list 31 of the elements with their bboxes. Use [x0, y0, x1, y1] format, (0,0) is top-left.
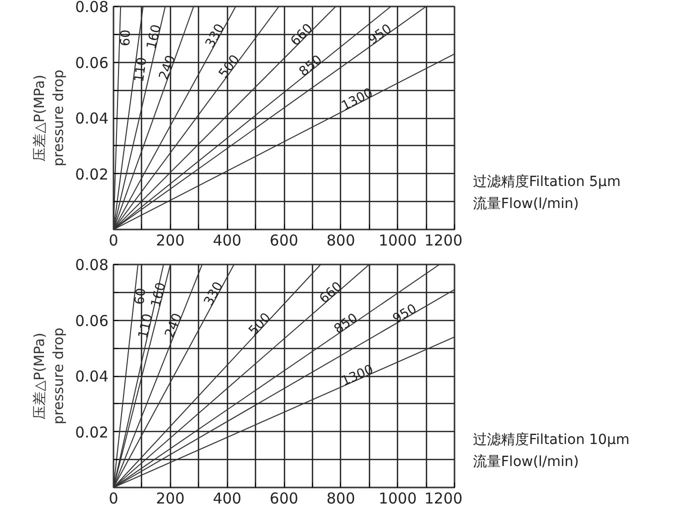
y-tick-label: 0.08 — [75, 0, 109, 16]
x-tick-label: 1200 — [424, 490, 463, 507]
y-axis-title: 压差△P(MPa) pressure drop — [32, 328, 68, 424]
x-axis-title: 流量Flow(l/min) — [473, 196, 579, 212]
text: 过滤精度Filtation 10μm — [473, 432, 630, 448]
y-tick-label: 0.06 — [75, 54, 109, 72]
x-tick-label: 800 — [326, 490, 356, 507]
y-tick-label: 0.06 — [75, 312, 109, 330]
x-axis-title: 流量Flow(l/min) — [473, 454, 579, 470]
x-tick-label: 1000 — [378, 232, 417, 250]
x-tick-label: 200 — [156, 232, 185, 250]
x-tick-label: 0 — [108, 490, 118, 507]
x-tick-label: 800 — [326, 232, 356, 250]
x-tick-label: 200 — [156, 490, 185, 507]
x-tick-label: 600 — [270, 232, 298, 250]
y-tick-label: 0.02 — [75, 165, 109, 184]
x-tick-label: 400 — [212, 232, 242, 250]
y-tick-label: 0.04 — [75, 110, 109, 128]
text: 过滤精度Filtation 5μm — [473, 174, 621, 190]
y-tick-label: 0.02 — [75, 423, 109, 442]
text: 950 — [390, 302, 420, 327]
y-tick-label: 0.04 — [75, 368, 109, 386]
x-tick-label: 600 — [270, 490, 298, 507]
x-tick-label: 400 — [212, 490, 242, 507]
text: 60 — [118, 29, 134, 46]
x-tick-label: 1000 — [378, 490, 417, 507]
x-tick-label: 0 — [108, 232, 118, 250]
y-tick-label: 0.08 — [75, 256, 109, 274]
y-axis-title: 压差△P(MPa) pressure drop — [32, 70, 68, 166]
x-tick-label: 1200 — [424, 232, 463, 250]
text: 660 — [288, 21, 316, 50]
